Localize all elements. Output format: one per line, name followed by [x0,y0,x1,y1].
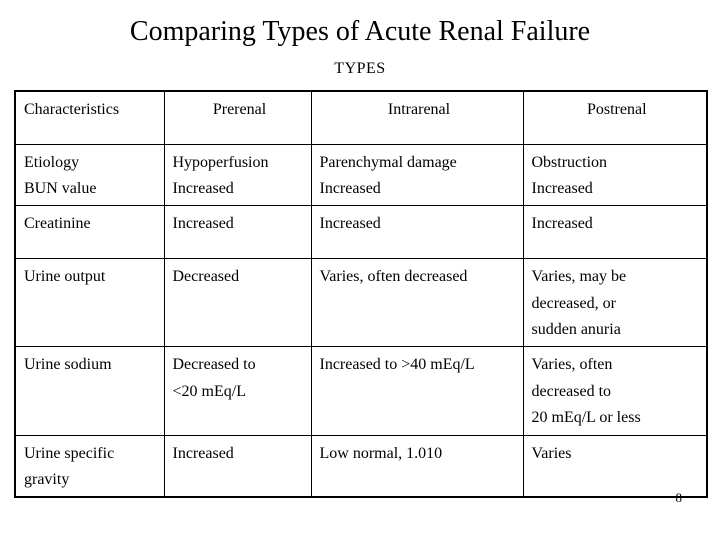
header-cell-intrarenal: Intrarenal [310,90,524,145]
table-cell: Varies, often decreased [310,258,524,348]
table-header-row: Characteristics Prerenal Intrarenal Post… [14,90,708,145]
header-cell-characteristics: Characteristics [14,90,165,145]
table-cell: Varies [522,434,708,498]
table-row-etiology-bun: Etiology BUN value Hypoperfusion Increas… [14,143,708,207]
comparison-table: Characteristics Prerenal Intrarenal Post… [14,90,708,499]
table-cell: Parenchymal damage Increased [310,143,524,207]
table-cell: Etiology BUN value [14,143,165,207]
table-cell: Decreased [163,258,312,348]
table-cell: Decreased to <20 mEq/L [163,346,312,436]
table-cell: Creatinine [14,205,165,260]
table-row-urine-sodium: Urine sodium Decreased to <20 mEq/L Incr… [14,346,708,436]
table-cell: Urine specific gravity [14,434,165,498]
table-cell: Varies, may be decreased, or sudden anur… [522,258,708,348]
page-number: 8 [675,490,683,505]
table-cell: Increased [163,434,312,498]
header-cell-postrenal: Postrenal [522,90,708,145]
header-cell-prerenal: Prerenal [163,90,312,145]
table-cell: Urine output [14,258,165,348]
slide-title: Comparing Types of Acute Renal Failure [129,16,591,47]
table-cell: Urine sodium [14,346,165,436]
table-row-urine-specific-gravity: Urine specific gravity Increased Low nor… [14,434,708,498]
table-cell: Increased [310,205,524,260]
table-cell: Increased [522,205,708,260]
table-row-creatinine: Creatinine Increased Increased Increased [14,205,708,260]
table-cell: Increased to >40 mEq/L [310,346,524,436]
slide-subtitle: TYPES [334,60,386,77]
table-cell: Hypoperfusion Increased [163,143,312,207]
table-cell: Obstruction Increased [522,143,708,207]
table-cell: Varies, often decreased to 20 mEq/L or l… [522,346,708,436]
table-cell: Low normal, 1.010 [310,434,524,498]
table-row-urine-output: Urine output Decreased Varies, often dec… [14,258,708,348]
table-cell: Increased [163,205,312,260]
